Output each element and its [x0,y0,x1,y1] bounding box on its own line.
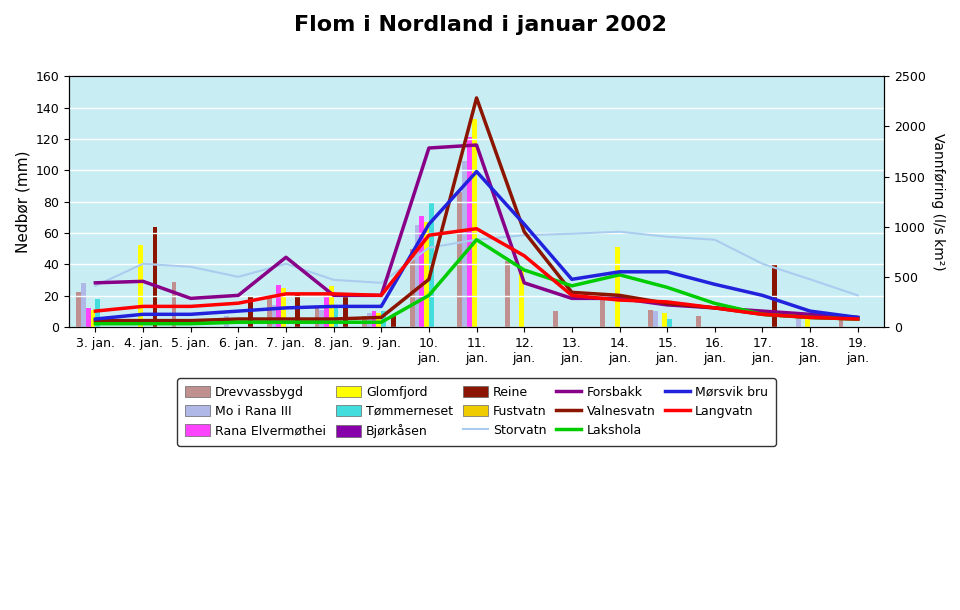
Bar [796,316,801,327]
Bar [381,311,386,327]
Bar [553,311,558,327]
Bar [320,310,324,327]
Bar [662,313,667,327]
Bar [429,202,434,327]
Bar [267,297,272,327]
Bar [648,310,653,327]
Bar [653,311,658,327]
Bar [467,137,471,327]
Bar [172,282,177,327]
Bar [420,216,424,327]
Bar [805,314,810,327]
Bar [272,305,276,327]
Bar [696,316,701,327]
Bar [463,161,467,327]
Bar [471,118,476,327]
Bar [296,294,300,327]
Bar [772,264,777,327]
Bar [458,192,463,327]
Bar [334,305,338,327]
Bar [95,299,100,327]
Bar [343,294,348,327]
Bar [424,222,429,327]
Text: Flom i Nordland i januar 2002: Flom i Nordland i januar 2002 [294,15,666,35]
Bar [505,261,510,327]
Bar [372,311,376,327]
Bar [839,316,844,327]
Bar [153,227,157,327]
Bar [415,225,420,327]
Bar [362,316,367,327]
Bar [276,285,281,327]
Bar [324,296,329,327]
Bar [224,316,228,327]
Bar [667,319,672,327]
Bar [410,249,415,327]
Y-axis label: Vannføring (l/s km²): Vannføring (l/s km²) [931,133,945,270]
Bar [329,286,334,327]
Bar [519,271,524,327]
Bar [81,283,85,327]
Bar [614,247,619,327]
Bar [376,313,381,327]
Y-axis label: Nedbør (mm): Nedbør (mm) [15,151,30,253]
Bar [138,245,143,327]
Bar [90,310,95,327]
Bar [281,288,286,327]
Bar [248,296,252,327]
Bar [367,313,372,327]
Bar [85,308,90,327]
Bar [76,292,81,327]
Bar [391,316,396,327]
Bar [600,294,605,327]
Legend: Drevvassbygd, Mo i Rana III, Rana Elvermøthei, Glomfjord, Tømmerneset, Bjørkåsen: Drevvassbygd, Mo i Rana III, Rana Elverm… [178,378,776,446]
Bar [315,308,320,327]
